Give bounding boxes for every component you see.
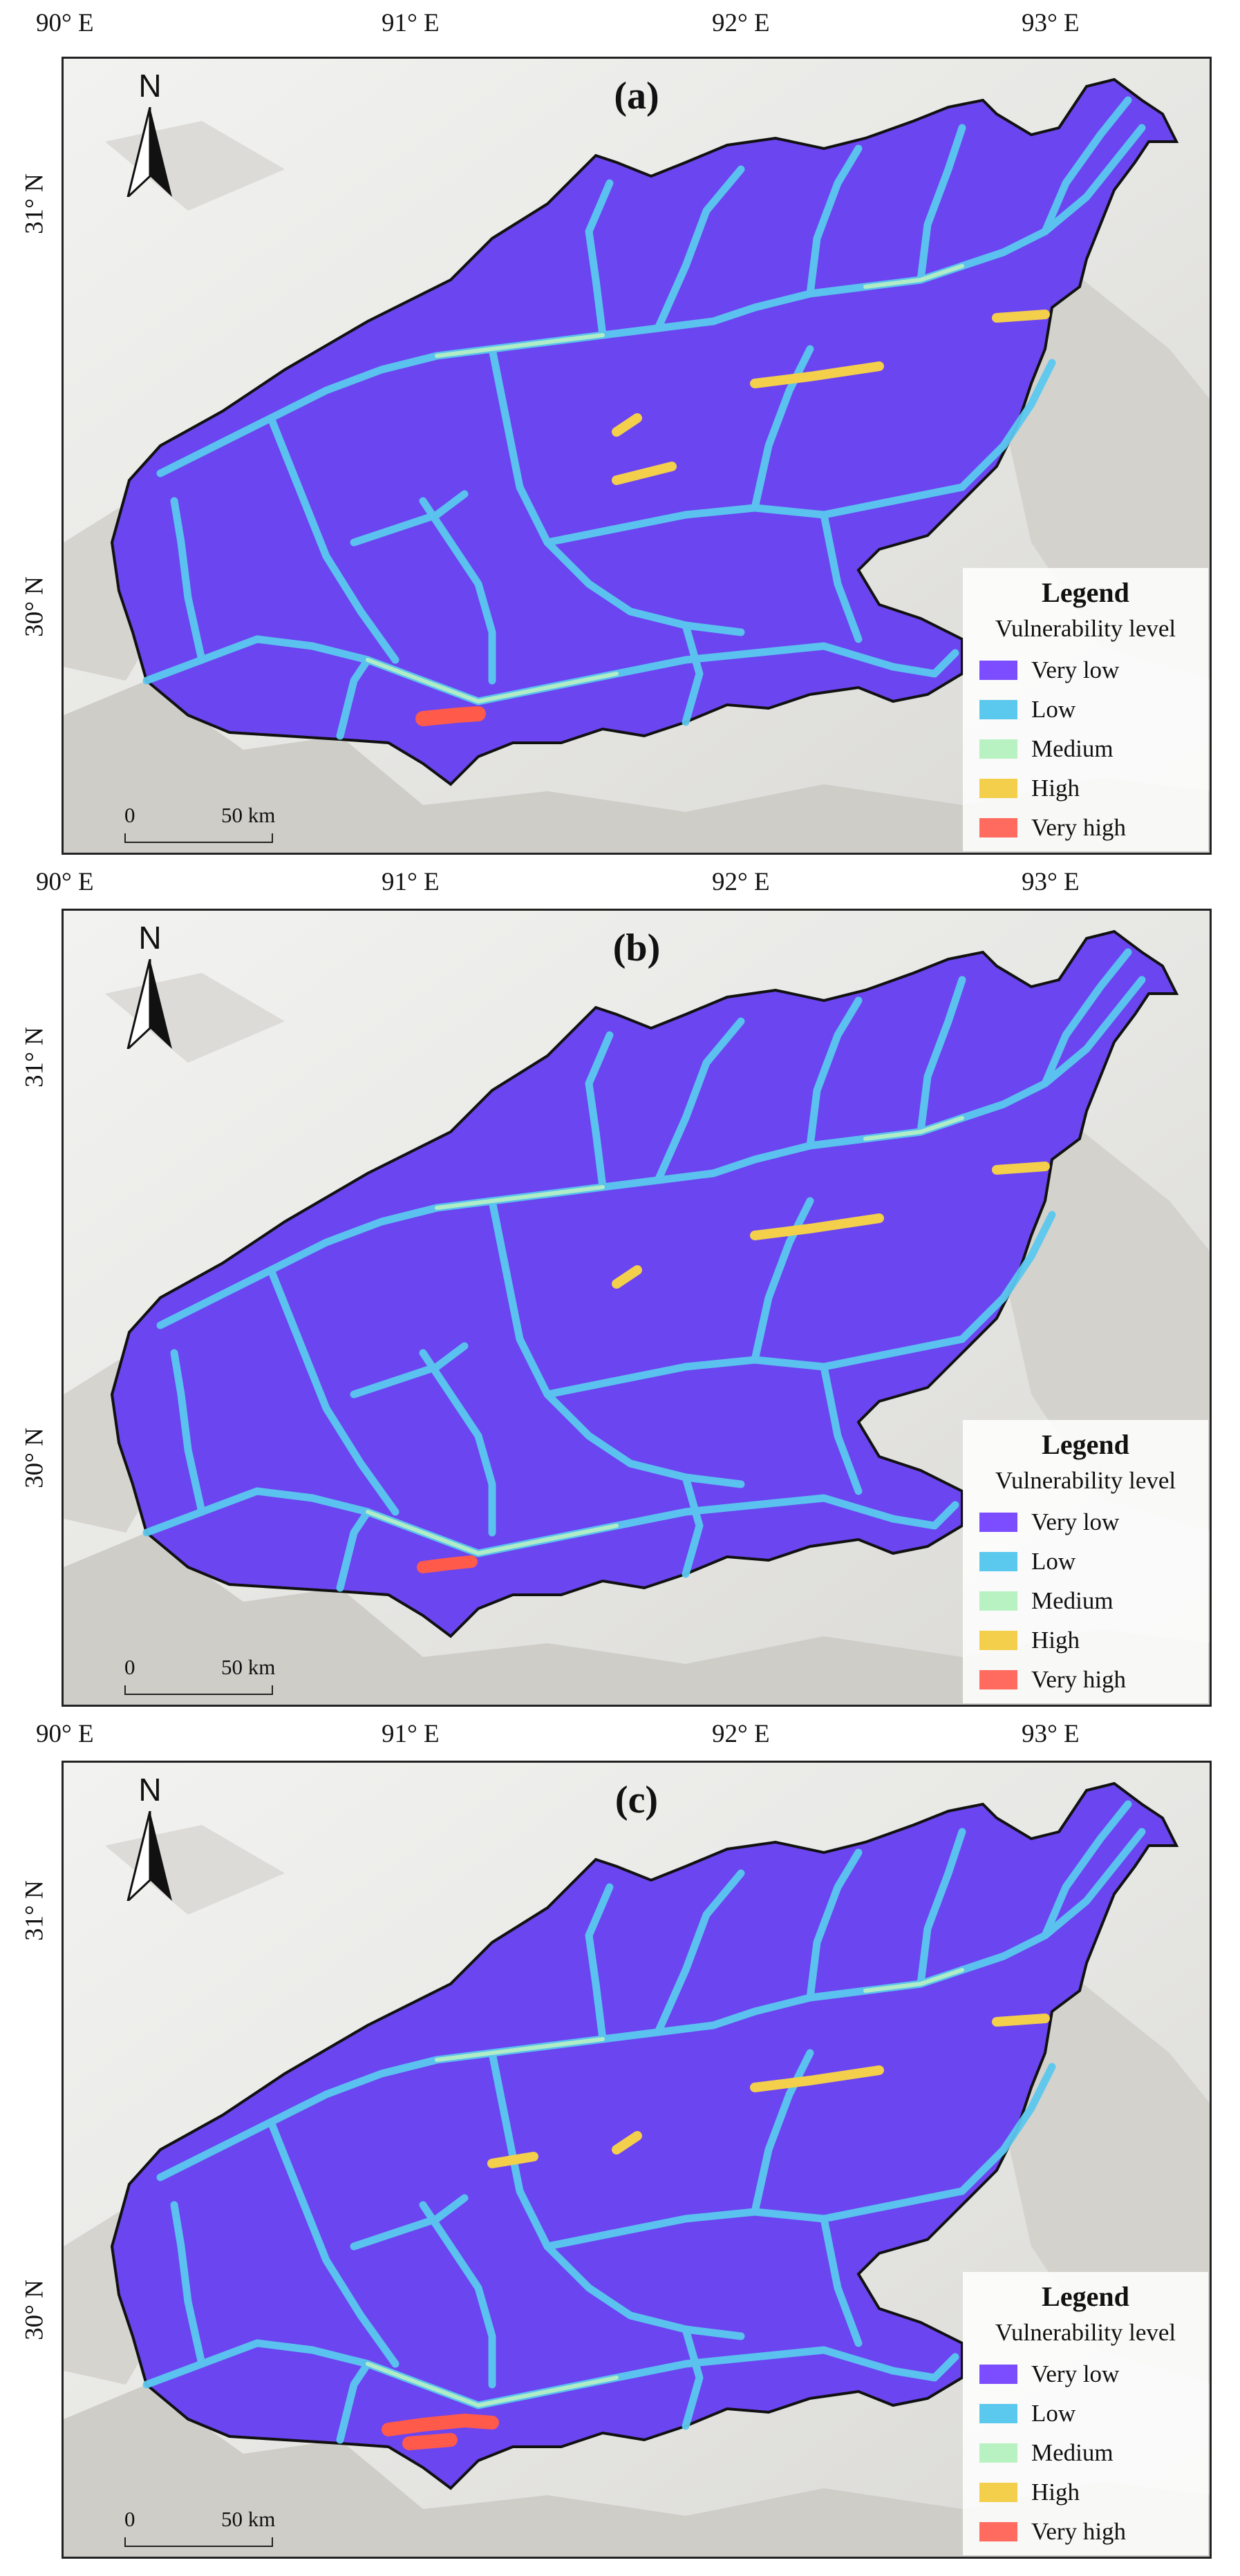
north-arrow-icon [126,1811,172,1901]
legend: Legend Vulnerability level Very low Low … [963,568,1208,851]
map-panel-b: (b) N 0 50 km Legend Vulnerability level… [62,909,1212,1707]
lat-label-31: 31° N [20,173,49,234]
lon-label-91: 91° E [382,868,440,896]
swatch [979,739,1017,759]
legend-subtitle: Vulnerability level [995,2319,1176,2346]
lat-label-30: 30° N [20,2280,49,2340]
lon-label-92: 92° E [712,1720,770,1748]
swatch [979,700,1017,719]
lon-label-91: 91° E [382,1720,440,1748]
map-panel-a: (a) N 0 50 km Legend Vulnerability level… [62,57,1212,855]
legend-title: Legend [1042,1429,1129,1460]
north-arrow-icon [126,107,172,197]
lat-label-30: 30° N [20,1428,49,1488]
north-arrow: N [122,1771,178,1909]
north-arrow: N [122,919,178,1057]
lon-label-90: 90° E [36,868,94,896]
swatch [979,2404,1017,2423]
swatch [979,1513,1017,1532]
river-high [612,310,1050,485]
swatch [979,1631,1017,1650]
legend-title: Legend [1042,577,1129,608]
river-high [487,2014,1050,2168]
swatch [979,661,1017,680]
scale-bar: 0 50 km [124,1655,283,1696]
lat-label-30: 30° N [20,576,49,637]
lon-label-91: 91° E [382,9,440,37]
map-panel-c: (c) N 0 50 km Legend Vulnerability level… [62,1761,1212,2559]
north-arrow: N [122,67,178,205]
legend-subtitle: Vulnerability level [995,1467,1176,1494]
legend: Legend Vulnerability level Very low Low … [963,1420,1208,1703]
lon-label-93: 93° E [1022,9,1080,37]
lon-label-92: 92° E [712,868,770,896]
lon-label-92: 92° E [712,9,770,37]
basin-map-a [64,59,1210,853]
lon-label-90: 90° E [36,9,94,37]
basin-map-c [64,1763,1210,2557]
lon-label-93: 93° E [1022,1720,1080,1748]
river-very-high [417,1555,478,1573]
legend: Legend Vulnerability level Very low Low … [963,2272,1208,2555]
panel-label-a: (a) [614,75,659,117]
lon-label-93: 93° E [1022,868,1080,896]
basin-map-b [64,911,1210,1705]
swatch [979,2365,1017,2384]
panel-label-c: (c) [614,1779,659,1821]
swatch [979,2443,1017,2463]
lat-label-31: 31° N [20,1880,49,1941]
legend-subtitle: Vulnerability level [995,615,1176,642]
swatch [979,1591,1017,1611]
river-very-high [382,2413,499,2450]
legend-title: Legend [1042,2281,1129,2312]
north-arrow-icon [126,959,172,1049]
lon-label-90: 90° E [36,1720,94,1748]
swatch [979,1670,1017,1689]
scale-bar: 0 50 km [124,803,283,844]
panel-label-b: (b) [612,927,661,969]
river-high [612,1162,1050,1289]
lat-label-31: 31° N [20,1027,49,1088]
swatch [979,818,1017,837]
swatch [979,779,1017,798]
river-very-high [415,706,486,726]
scale-bar: 0 50 km [124,2507,283,2548]
swatch [979,2483,1017,2502]
swatch [979,2522,1017,2541]
swatch [979,1552,1017,1571]
